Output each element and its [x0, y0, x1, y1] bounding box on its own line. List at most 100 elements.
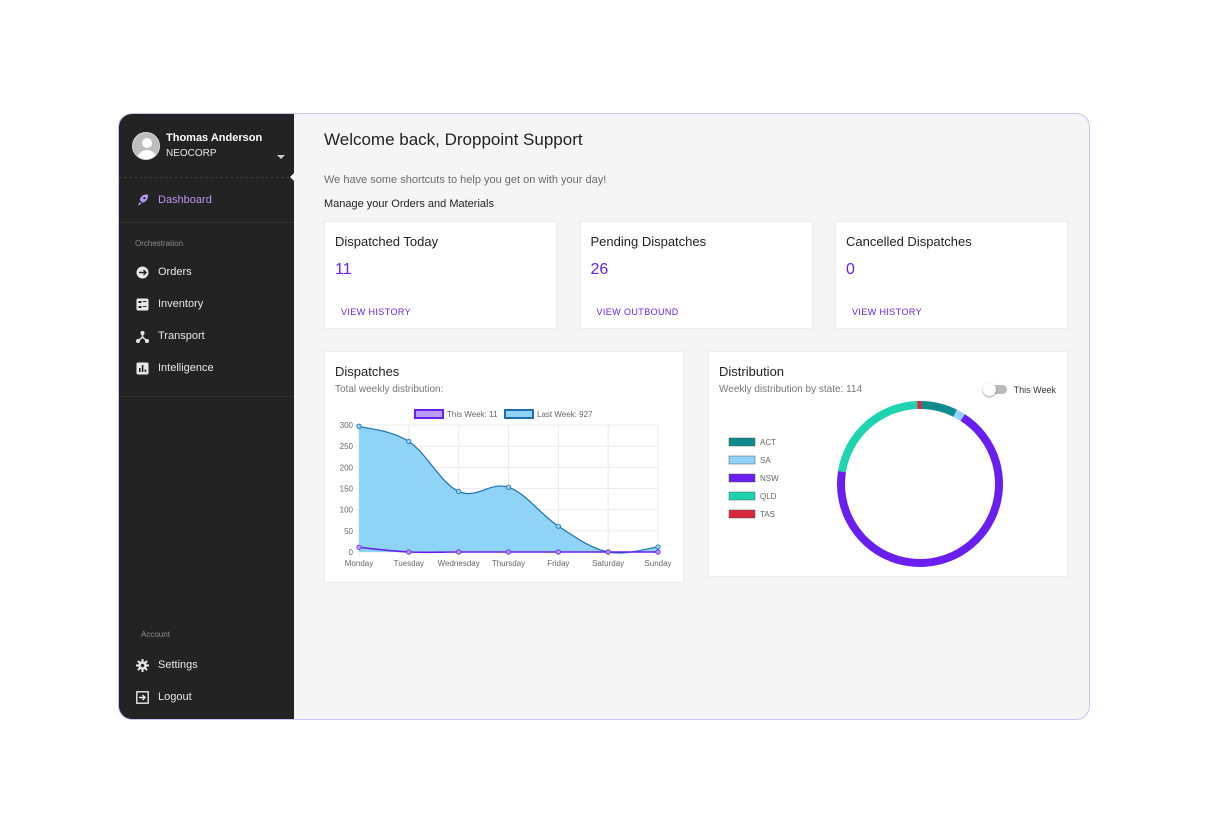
profile-text: Thomas Anderson NEOCORP — [166, 132, 262, 159]
sidebar-item-intelligence[interactable]: Intelligence — [119, 352, 294, 384]
user-profile[interactable]: Thomas Anderson NEOCORP — [119, 114, 295, 182]
charts-row: Dispatches Total weekly distribution: Th… — [324, 351, 1068, 583]
x-tick-label: Tuesday — [394, 559, 424, 568]
donut-slice-act — [921, 401, 957, 417]
y-tick-label: 150 — [340, 485, 354, 494]
main-content: Welcome back, Droppoint Support We have … — [294, 114, 1089, 719]
toggle-label: This Week — [1013, 385, 1056, 395]
legend-swatch — [728, 455, 756, 465]
sidebar-item-label: Transport — [158, 330, 205, 342]
inventory-icon — [136, 298, 149, 311]
sidebar-item-label: Logout — [158, 691, 192, 703]
card-value: 0 — [846, 261, 855, 278]
y-tick-label: 50 — [344, 527, 353, 536]
this-week-point — [456, 549, 462, 555]
y-tick-label: 250 — [340, 442, 354, 451]
x-tick-label: Saturday — [592, 559, 624, 568]
this-week-point — [605, 549, 611, 555]
last-week-point — [406, 438, 412, 445]
sidebar-item-label: Settings — [158, 659, 198, 671]
orders-icon — [136, 266, 149, 279]
view-outbound-link[interactable]: VIEW OUTBOUND — [596, 307, 679, 317]
x-tick-label: Wednesday — [438, 559, 480, 568]
y-tick-label: 0 — [349, 548, 354, 557]
orchestration-title: Orchestration — [135, 239, 184, 248]
user-name: Thomas Anderson — [166, 132, 263, 144]
orchestration-section: Orchestration Orders Inventory Transport — [119, 239, 294, 397]
x-tick-label: Monday — [345, 559, 373, 568]
sidebar-item-transport[interactable]: Transport — [119, 320, 294, 352]
y-tick-label: 200 — [340, 463, 354, 472]
avatar — [132, 131, 160, 160]
chart-subtitle: Total weekly distribution: — [335, 384, 444, 395]
donut-slice-sa — [953, 409, 965, 421]
sidebar-item-logout[interactable]: Logout — [119, 681, 294, 713]
this-week-point — [505, 549, 512, 555]
sidebar-item-settings[interactable]: Settings — [119, 649, 294, 681]
logout-icon — [136, 690, 149, 704]
view-history-link[interactable]: VIEW HISTORY — [341, 307, 411, 317]
dispatches-area-chart: This Week: 11 Last Week: 927 0 50 100 150 200 2… — [340, 409, 672, 568]
distribution-donut-chart: ACT SA NSW QLD TAS — [728, 401, 1003, 567]
distribution-card: Distribution Weekly distribution by stat… — [708, 351, 1068, 577]
legend-label: This Week: 11 — [447, 410, 498, 419]
sidebar-item-dashboard[interactable]: Dashboard — [119, 184, 294, 216]
stat-card-dispatched-today: Dispatched Today 11 VIEW HISTORY — [324, 221, 557, 329]
this-week-point — [356, 544, 362, 550]
card-value: 26 — [590, 261, 609, 278]
legend-label: TAS — [760, 510, 775, 519]
dashboard-section: Dashboard — [119, 178, 294, 223]
sidebar-item-inventory[interactable]: Inventory — [119, 288, 294, 320]
account-title: Account — [141, 630, 170, 639]
last-week-point — [456, 488, 462, 495]
y-tick-label: 100 — [340, 506, 354, 515]
legend-swatch — [728, 437, 756, 447]
x-tick-label: Sunday — [644, 559, 671, 568]
sidebar-item-label: Orders — [158, 266, 192, 278]
this-week-point — [655, 549, 661, 555]
account-section: Account Settings Logout — [119, 614, 294, 719]
x-tick-label: Thursday — [492, 559, 525, 568]
legend-label: Last Week: 927 — [537, 410, 593, 419]
card-title: Dispatched Today — [335, 234, 439, 249]
app-window: Thomas Anderson NEOCORP Dashboard Orches… — [118, 113, 1090, 720]
legend-swatch — [728, 473, 756, 483]
last-week-point — [655, 544, 661, 550]
chevron-down-icon[interactable] — [277, 155, 285, 159]
this-week-point — [555, 549, 561, 555]
this-week-point — [406, 549, 412, 555]
transport-icon — [136, 330, 149, 343]
legend-swatch — [414, 409, 444, 419]
sidebar-item-label: Inventory — [158, 298, 204, 310]
legend-label: SA — [760, 456, 771, 465]
card-value: 11 — [335, 261, 352, 278]
view-history-link[interactable]: VIEW HISTORY — [852, 307, 922, 317]
last-week-point — [555, 523, 561, 529]
legend-label: NSW — [760, 474, 779, 483]
sidebar-item-label: Intelligence — [158, 362, 214, 374]
legend-swatch — [504, 409, 534, 419]
last-week-point — [505, 484, 512, 490]
last-week-point — [356, 423, 362, 429]
this-week-toggle[interactable] — [983, 383, 1007, 396]
sidebar-item-orders[interactable]: Orders — [119, 256, 294, 288]
donut-slice-nsw — [837, 414, 1003, 567]
stat-card-pending-dispatches: Pending Dispatches 26 VIEW OUTBOUND — [579, 221, 813, 329]
section-heading: Manage your Orders and Materials — [324, 198, 494, 210]
page-title: Welcome back, Droppoint Support — [324, 130, 583, 149]
x-tick-label: Friday — [547, 559, 569, 568]
chart-title: Dispatches — [335, 364, 400, 379]
legend-label: QLD — [760, 492, 777, 501]
collapse-sidebar-icon[interactable] — [290, 172, 295, 182]
stat-cards: Dispatched Today 11 VIEW HISTORY Pending… — [324, 221, 1068, 329]
legend-swatch — [728, 509, 756, 519]
legend-swatch — [728, 491, 756, 501]
y-tick-label: 300 — [340, 421, 354, 430]
rocket-icon — [136, 194, 149, 207]
intelligence-icon — [136, 362, 149, 375]
page-subtitle: We have some shortcuts to help you get o… — [324, 174, 607, 186]
legend-label: ACT — [760, 438, 776, 447]
dispatches-card: Dispatches Total weekly distribution: Th… — [324, 351, 684, 583]
chart-title: Distribution — [719, 364, 785, 379]
stat-card-cancelled-dispatches: Cancelled Dispatches 0 VIEW HISTORY — [835, 221, 1068, 329]
